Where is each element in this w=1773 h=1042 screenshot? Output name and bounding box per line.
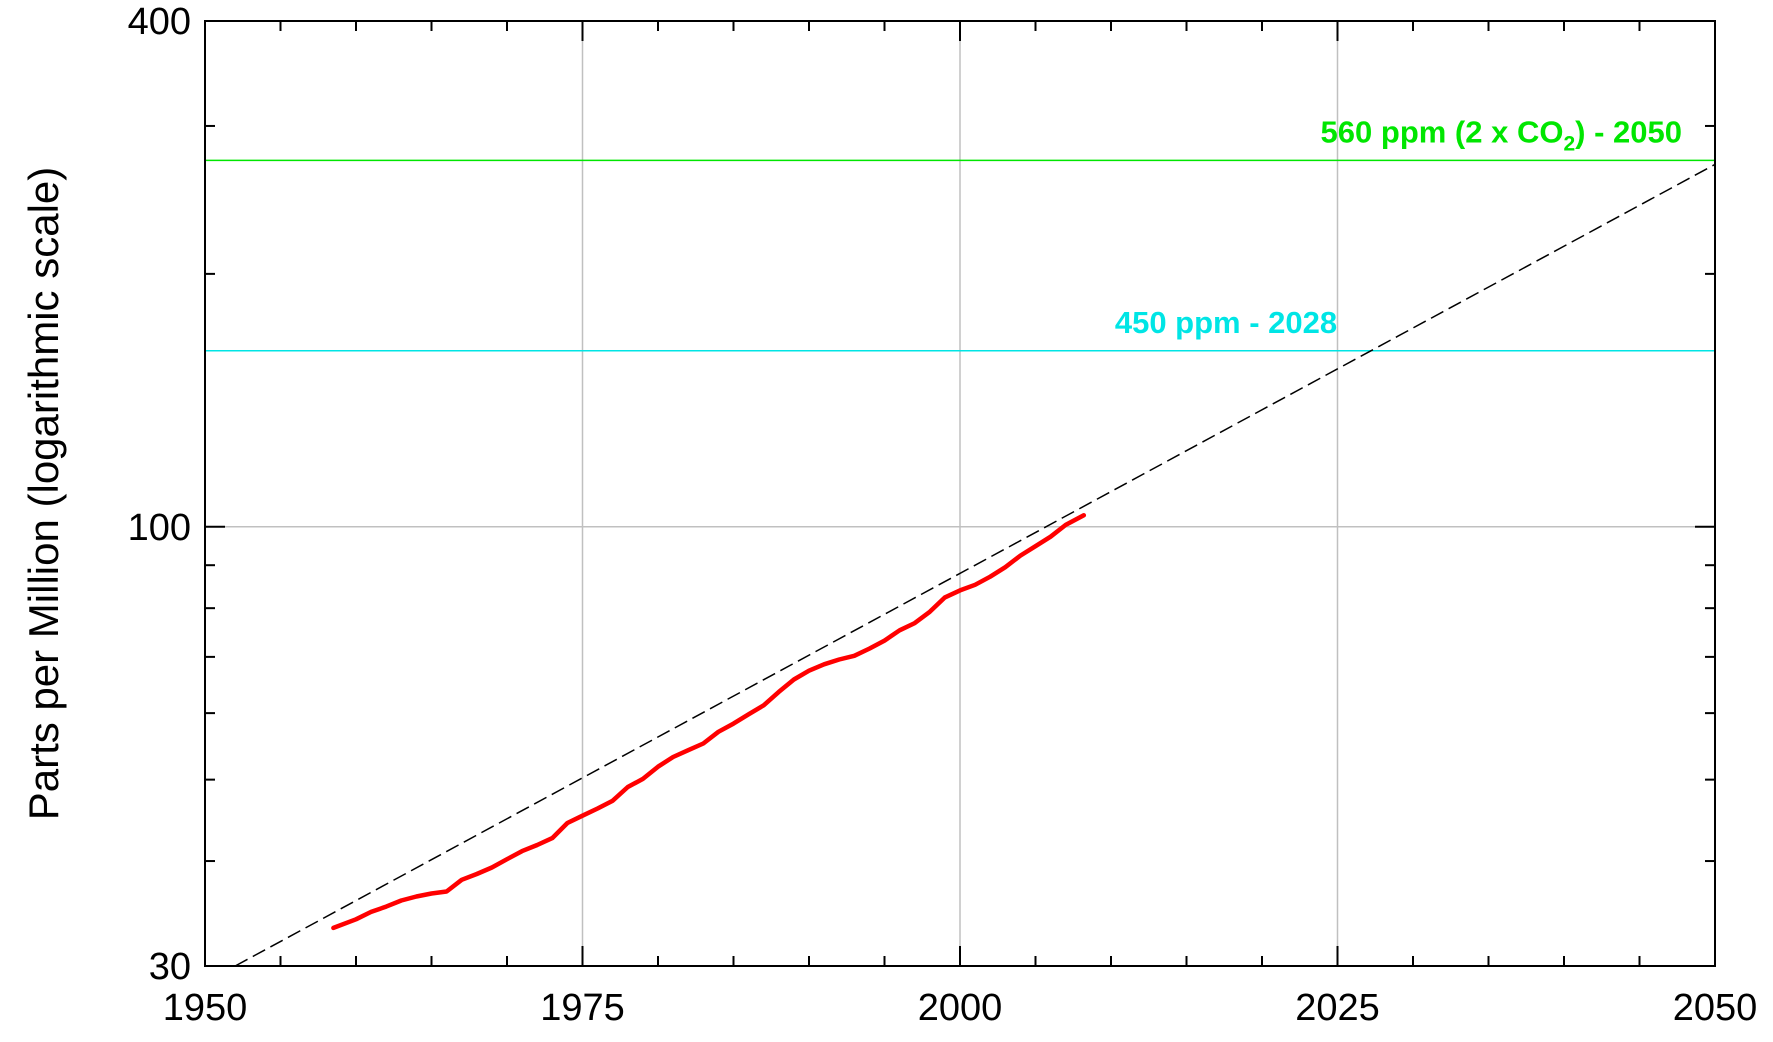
grid-lines: [205, 21, 1715, 966]
series-group: [234, 163, 1716, 967]
tick-labels: 1950 1975 2000 2025 2050 30 100 400: [128, 1, 1758, 1029]
ref-label-450ppm: 450 ppm - 2028: [1115, 305, 1337, 340]
reference-lines: [205, 159, 1715, 352]
ref-label-560ppm-main: 560 ppm (2 x CO: [1321, 114, 1564, 149]
observed-series-line: [331, 513, 1087, 931]
x-tick-label-1975: 1975: [540, 987, 625, 1029]
x-tick-label-1950: 1950: [163, 987, 248, 1029]
ref-label-560ppm: 560 ppm (2 x CO2) - 2050: [1321, 114, 1682, 155]
x-tick-label-2025: 2025: [1295, 987, 1380, 1029]
x-tick-label-2000: 2000: [918, 987, 1003, 1029]
axis-ticks: [204, 20, 1716, 967]
x-tick-label-2050: 2050: [1673, 987, 1758, 1029]
trend-line-dashed: [234, 163, 1716, 967]
ref-label-560ppm-tail: ) - 2050: [1575, 114, 1682, 149]
y-tick-label-400: 400: [128, 1, 191, 43]
y-tick-label-30: 30: [149, 946, 191, 988]
ref-label-560ppm-subscript: 2: [1563, 132, 1575, 155]
y-tick-label-100: 100: [128, 507, 191, 549]
y-axis-title: Parts per Million (logarithmic scale): [20, 167, 67, 821]
